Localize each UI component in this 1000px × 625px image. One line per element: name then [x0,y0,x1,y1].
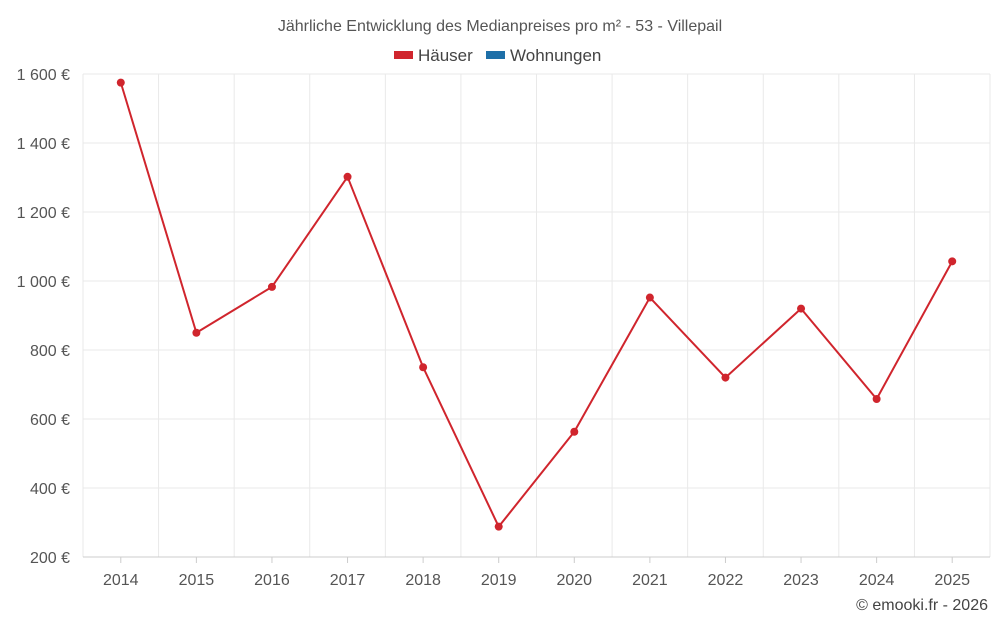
legend-swatch [486,51,505,59]
data-point[interactable] [494,522,503,531]
x-tick-label: 2019 [481,572,517,589]
series-line [119,82,954,528]
data-point[interactable] [116,78,125,87]
legend-label: Häuser [418,46,473,65]
series-layer [116,78,957,531]
chart-title: Jährliche Entwicklung des Medianpreises … [278,18,722,35]
x-tick-label: 2024 [859,572,895,589]
y-tick-label: 1 400 € [17,136,70,153]
legend-item[interactable]: Wohnungen [486,46,601,65]
chart-legend[interactable]: Häuser Wohnungen [394,46,601,65]
y-tick-label: 600 € [30,412,70,429]
x-tick-label: 2021 [632,572,668,589]
x-tick-label: 2020 [556,572,592,589]
legend-swatch [394,51,413,59]
data-point[interactable] [872,394,881,403]
y-tick-label: 1 600 € [17,67,70,84]
axes: 200 € 400 € 600 € 800 € 1 000 € 1 200 € 1 400 … [17,67,990,589]
x-tick-label: 2016 [254,572,290,589]
y-tick-label: 800 € [30,343,70,360]
y-tick-label: 400 € [30,481,70,498]
x-tick-label: 2014 [103,572,139,589]
x-tick-label: 2022 [708,572,744,589]
y-tick-label: 1 200 € [17,205,70,222]
data-point[interactable] [721,373,730,382]
credit-text: © emooki.fr - 2026 [856,597,988,614]
data-point[interactable] [267,282,276,291]
y-tick-label: 200 € [30,550,70,567]
data-point[interactable] [192,328,201,337]
y-tick-label: 1 000 € [17,274,70,291]
x-tick-label: 2015 [179,572,215,589]
x-tick-label: 2017 [330,572,366,589]
data-point[interactable] [570,427,579,436]
data-point[interactable] [797,304,806,313]
x-tick-label: 2023 [783,572,819,589]
grid-lines [82,73,991,558]
x-tick-label: 2025 [934,572,970,589]
data-point[interactable] [419,363,428,372]
data-point[interactable] [645,293,654,302]
x-tick-label: 2018 [405,572,441,589]
data-point[interactable] [948,257,957,266]
series-0 [116,78,957,531]
data-point[interactable] [343,172,352,181]
legend-label: Wohnungen [510,46,601,65]
legend-item[interactable]: Häuser [394,46,473,65]
